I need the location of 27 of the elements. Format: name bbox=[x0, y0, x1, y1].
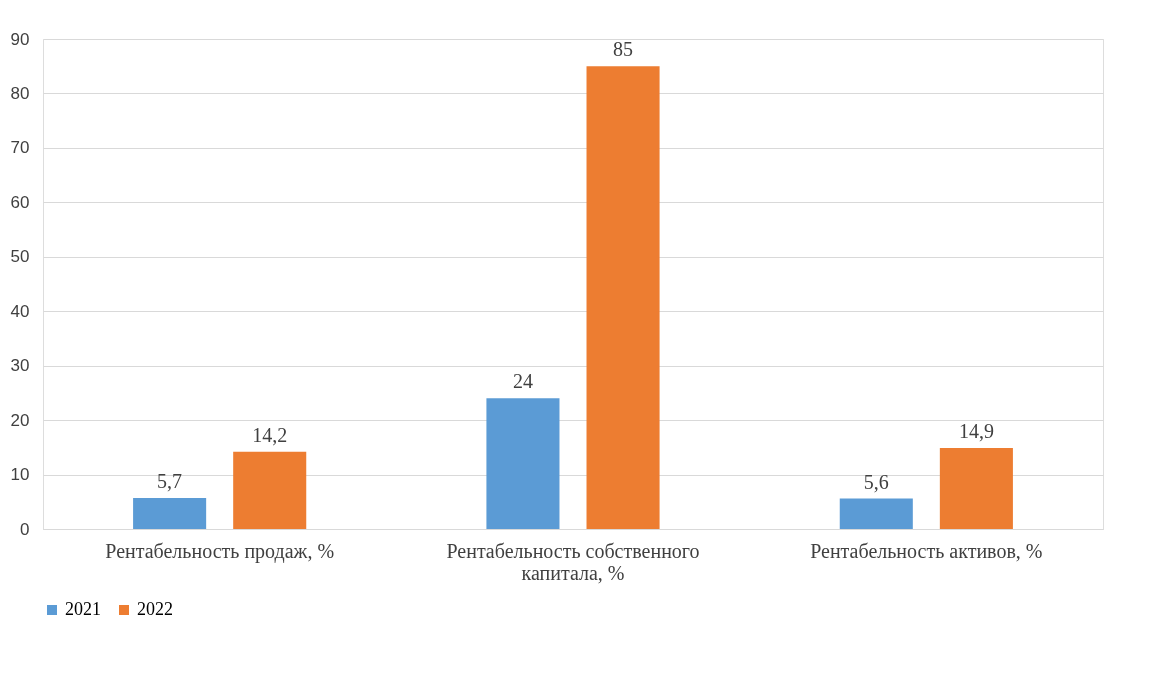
y-tick-label: 70 bbox=[10, 138, 30, 158]
bar bbox=[233, 451, 307, 529]
data-label: 5,7 bbox=[157, 469, 183, 492]
y-tick-label: 90 bbox=[10, 29, 30, 49]
x-tick-label: Рентабельность активов, % bbox=[810, 539, 1043, 562]
y-tick-label: 40 bbox=[10, 301, 30, 321]
legend-label: 2022 bbox=[137, 599, 173, 619]
y-tick-label: 10 bbox=[10, 465, 30, 485]
legend-label: 2021 bbox=[65, 599, 101, 619]
data-label: 85 bbox=[613, 38, 634, 61]
y-tick-label: 60 bbox=[10, 192, 30, 212]
y-tick-label: 80 bbox=[10, 83, 30, 103]
data-label: 14,2 bbox=[252, 423, 288, 446]
bar bbox=[133, 497, 207, 529]
x-tick-label: Рентабельность продаж, % bbox=[105, 539, 335, 563]
bar bbox=[486, 398, 560, 529]
y-tick-label: 30 bbox=[10, 356, 30, 376]
bar bbox=[839, 498, 913, 529]
y-tick-label: 20 bbox=[10, 410, 30, 430]
data-label: 24 bbox=[512, 370, 533, 393]
data-label: 14,9 bbox=[958, 419, 994, 442]
data-label: 5,6 bbox=[863, 470, 889, 493]
bar bbox=[586, 66, 660, 529]
y-tick-label: 0 bbox=[20, 519, 30, 539]
y-tick-label: 50 bbox=[10, 247, 30, 267]
bar bbox=[939, 447, 1013, 529]
x-tick-label: Рентабельность собственного капитала, % bbox=[446, 539, 700, 584]
